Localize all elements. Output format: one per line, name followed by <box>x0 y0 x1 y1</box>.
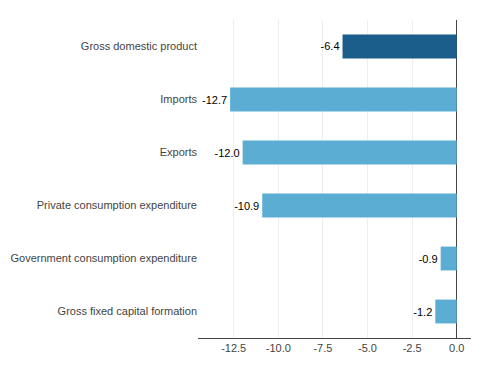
svg-text:Exports: Exports <box>160 146 198 158</box>
svg-text:Gross domestic product: Gross domestic product <box>81 40 197 52</box>
svg-text:Government consumption expendi: Government consumption expenditure <box>11 252 198 264</box>
svg-text:-7.5: -7.5 <box>313 342 332 354</box>
svg-text:-10.0: -10.0 <box>266 342 291 354</box>
svg-text:Gross fixed capital formation: Gross fixed capital formation <box>58 305 197 317</box>
svg-text:-10.9: -10.9 <box>234 200 259 212</box>
svg-text:-12.7: -12.7 <box>202 94 227 106</box>
svg-text:-5.0: -5.0 <box>358 342 377 354</box>
svg-text:-2.5: -2.5 <box>403 342 422 354</box>
svg-text:Private consumption expenditur: Private consumption expenditure <box>37 199 197 211</box>
svg-text:0.0: 0.0 <box>449 342 464 354</box>
svg-text:Imports: Imports <box>160 93 197 105</box>
svg-text:-6.4: -6.4 <box>321 40 340 52</box>
svg-text:-12.0: -12.0 <box>215 147 240 159</box>
svg-text:-12.5: -12.5 <box>221 342 246 354</box>
svg-text:-1.2: -1.2 <box>413 306 432 318</box>
svg-text:-0.9: -0.9 <box>419 253 438 265</box>
